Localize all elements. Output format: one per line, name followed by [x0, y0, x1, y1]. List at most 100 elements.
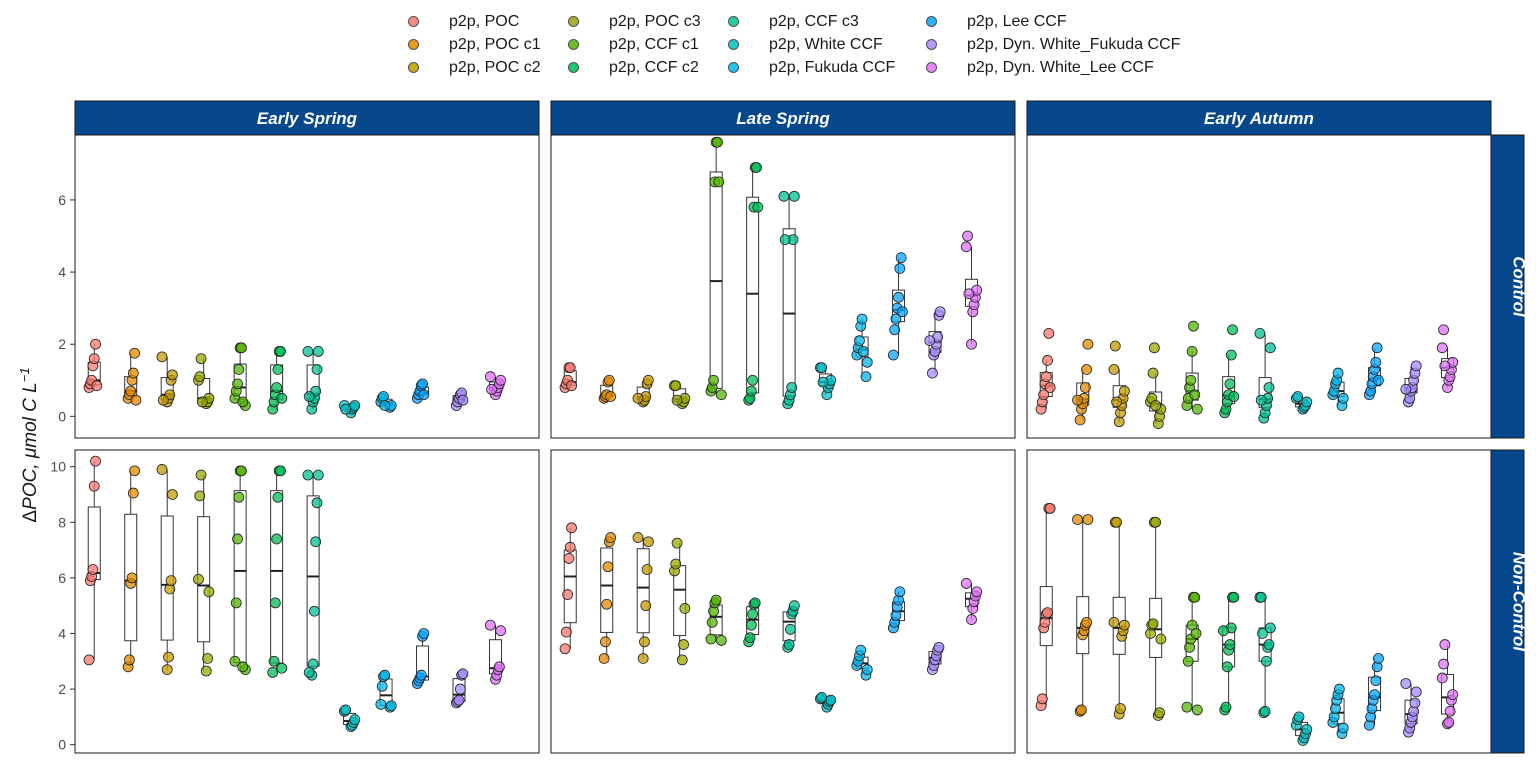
- data-point: [125, 385, 137, 397]
- data-point: [486, 383, 497, 395]
- data-point: [271, 382, 283, 393]
- data-point: [1371, 342, 1383, 354]
- data-point: [1191, 403, 1203, 415]
- data-point: [640, 600, 652, 612]
- data-point: [1082, 514, 1094, 525]
- legend-item: p2p, POC c3: [560, 10, 701, 33]
- data-point: [1043, 327, 1055, 339]
- data-point: [564, 362, 576, 374]
- data-point: [1439, 639, 1451, 650]
- data-point: [1182, 655, 1194, 667]
- y-tick-label: 8: [58, 514, 66, 530]
- data-point: [200, 665, 212, 677]
- y-tick-label: 0: [58, 408, 66, 424]
- data-point: [310, 536, 322, 548]
- data-point: [271, 533, 283, 545]
- data-point: [747, 608, 759, 620]
- data-point: [156, 351, 168, 363]
- data-point: [163, 651, 174, 663]
- boxplot-box: [600, 547, 614, 633]
- data-point: [1447, 689, 1459, 701]
- legend-swatch: [728, 62, 739, 73]
- data-point: [1079, 382, 1091, 393]
- data-point: [88, 480, 100, 492]
- legend-item: p2p, Dyn. White_Lee CCF: [918, 56, 1180, 79]
- legend-label: p2p, POC c1: [449, 35, 541, 53]
- data-point: [87, 564, 99, 575]
- data-point: [670, 558, 682, 570]
- data-point: [124, 654, 135, 666]
- data-point: [637, 653, 649, 664]
- data-point: [1337, 722, 1349, 734]
- data-point: [1040, 371, 1052, 383]
- data-point: [642, 374, 654, 386]
- data-point: [1220, 701, 1232, 713]
- data-point: [88, 353, 100, 365]
- data-point: [861, 356, 873, 368]
- legend-label: p2p, POC c3: [609, 12, 701, 30]
- data-point: [1150, 400, 1162, 411]
- data-point: [1036, 693, 1048, 705]
- data-point: [566, 522, 577, 534]
- data-point: [1113, 416, 1125, 428]
- data-point: [484, 619, 496, 631]
- data-point: [715, 389, 727, 401]
- data-point: [203, 586, 215, 598]
- data-point: [267, 666, 279, 678]
- data-point: [747, 374, 759, 386]
- legend-swatch: [408, 16, 419, 27]
- data-point: [563, 553, 575, 564]
- data-point: [1259, 705, 1271, 717]
- data-point: [1369, 689, 1380, 701]
- data-point: [418, 628, 430, 639]
- data-point: [1263, 639, 1275, 650]
- legend-item: p2p, White CCF: [720, 33, 895, 56]
- data-point: [639, 636, 650, 648]
- facet-strip-row: [1490, 449, 1525, 754]
- data-point: [1257, 628, 1268, 639]
- data-point: [268, 655, 280, 667]
- data-point: [378, 391, 389, 402]
- legend-swatch: [926, 16, 937, 27]
- data-point: [788, 190, 800, 202]
- legend-label: p2p, Lee CCF: [967, 12, 1067, 30]
- data-point: [857, 346, 869, 357]
- data-point: [156, 464, 168, 475]
- data-point: [202, 653, 213, 664]
- data-point: [708, 374, 719, 386]
- data-point: [895, 252, 907, 264]
- boxplot-box: [636, 548, 650, 634]
- data-point: [1042, 355, 1053, 366]
- data-point: [1147, 367, 1159, 379]
- data-point: [603, 374, 615, 386]
- data-point: [1373, 653, 1384, 664]
- data-point: [126, 572, 138, 584]
- data-point: [1111, 396, 1122, 408]
- data-point: [966, 338, 977, 350]
- legend-swatch: [568, 62, 579, 73]
- legend-column: p2p, CCF c3 p2p, White CCF p2p, Fukuda CCF: [720, 10, 895, 79]
- data-point: [127, 487, 139, 499]
- data-point: [890, 313, 902, 325]
- data-point: [457, 668, 469, 680]
- data-point: [236, 465, 247, 477]
- data-point: [1109, 340, 1121, 352]
- data-point: [1292, 391, 1304, 402]
- data-point: [1188, 320, 1199, 332]
- y-tick-label: 10: [50, 459, 66, 475]
- data-point: [1436, 342, 1448, 354]
- data-point: [349, 400, 361, 411]
- data-point: [566, 380, 577, 392]
- data-point: [1082, 338, 1094, 350]
- legend-item: p2p, Fukuda CCF: [720, 56, 895, 79]
- legend-label: p2p, POC: [449, 12, 520, 30]
- data-point: [1108, 616, 1120, 628]
- legend-swatch: [568, 39, 579, 50]
- facet-strip-column: [74, 100, 540, 136]
- data-point: [963, 288, 975, 300]
- data-point: [1118, 619, 1130, 631]
- data-point: [706, 616, 718, 628]
- legend-label: p2p, CCF c3: [769, 12, 859, 30]
- data-point: [924, 335, 936, 347]
- panel-background: [550, 449, 1016, 754]
